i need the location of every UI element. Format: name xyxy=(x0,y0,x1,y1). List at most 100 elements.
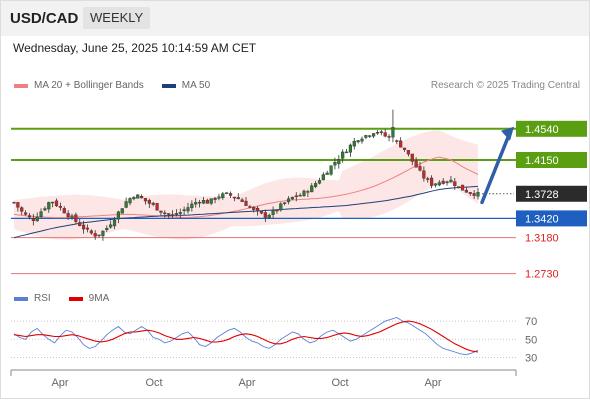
candle-body xyxy=(302,190,306,196)
candle-body xyxy=(47,202,51,210)
candle-body xyxy=(314,183,318,187)
candle-body xyxy=(306,191,310,193)
candle-body xyxy=(360,138,364,142)
candle-body xyxy=(225,192,229,194)
candle-body xyxy=(209,198,213,204)
candle-body xyxy=(81,224,86,230)
legend-swatch-ma50 xyxy=(161,83,176,88)
candle-body xyxy=(51,201,55,204)
candle-body xyxy=(194,202,198,205)
candle-body xyxy=(78,222,82,226)
legend-label-ma50: MA 50 xyxy=(181,80,211,91)
candle-body xyxy=(279,203,283,211)
candle-body xyxy=(348,144,352,153)
candle-body xyxy=(213,197,217,200)
x-tick-label: Oct xyxy=(331,377,348,389)
candle-body xyxy=(372,133,376,137)
candle-body xyxy=(151,202,155,205)
candle-body xyxy=(275,209,279,212)
candle-body xyxy=(24,212,28,215)
legend-item-rsi: RSI xyxy=(14,293,51,304)
candle-body xyxy=(321,174,325,181)
candle-body xyxy=(128,198,132,204)
candle-body xyxy=(422,170,426,179)
candle-body xyxy=(267,214,271,219)
candle-body xyxy=(109,224,113,228)
candle-body xyxy=(329,165,333,175)
candle-body xyxy=(20,207,24,212)
candle-body xyxy=(16,202,20,208)
level-label-last: 1.3728 xyxy=(525,189,559,201)
level-badge-resistance xyxy=(516,152,587,168)
candle-body xyxy=(124,201,128,208)
legend-item-ma50: MA 50 xyxy=(161,80,211,91)
candle-body xyxy=(89,230,93,234)
candle-body xyxy=(437,182,441,186)
period-button[interactable]: WEEKLY xyxy=(83,7,151,29)
candle-body xyxy=(170,214,175,216)
candle-body xyxy=(259,211,264,214)
candle-body xyxy=(476,192,480,197)
symbol-title: USD/CAD xyxy=(10,10,79,27)
candle-body xyxy=(418,166,422,171)
rsi-9ma-line xyxy=(13,320,479,353)
candle-body xyxy=(97,234,101,237)
candle-body xyxy=(244,200,248,206)
candle-body xyxy=(93,233,97,237)
candle-body xyxy=(116,211,120,220)
rsi-tick-label: 70 xyxy=(525,316,537,328)
candle-body xyxy=(221,193,225,199)
candle-body xyxy=(375,132,380,134)
candle-body xyxy=(248,206,252,208)
candle-body xyxy=(286,198,291,203)
legend-item-9ma: 9MA xyxy=(68,293,109,304)
candle-body xyxy=(263,212,267,218)
candle-body xyxy=(472,193,476,196)
legend-swatch-9ma xyxy=(68,296,83,301)
candle-body xyxy=(333,162,337,166)
candle-body xyxy=(132,196,136,200)
candle-body xyxy=(12,202,16,204)
legend-label-rsi: RSI xyxy=(34,293,51,304)
candle-body xyxy=(217,196,221,199)
level-label-resistance: 1.4150 xyxy=(525,155,559,167)
bollinger-band xyxy=(14,130,478,240)
level-label-support: 1.2730 xyxy=(525,269,559,281)
candle-body xyxy=(379,131,383,133)
candle-body xyxy=(368,135,372,137)
candle-body xyxy=(62,208,66,214)
candle-body xyxy=(441,180,445,184)
candle-body xyxy=(344,151,349,154)
candle-body xyxy=(228,193,233,196)
top-bar: USD/CAD WEEKLY xyxy=(0,0,590,36)
candle-body xyxy=(236,197,240,200)
candle-body xyxy=(449,179,453,183)
level-label-support: 1.3180 xyxy=(525,233,559,245)
candle-body xyxy=(205,199,209,204)
candle-body xyxy=(105,228,109,230)
candle-body xyxy=(240,199,244,202)
candle-body xyxy=(27,215,32,218)
candle-body xyxy=(256,207,260,212)
candle-body xyxy=(410,153,414,162)
chart-datetime: Wednesday, June 25, 2025 10:14:59 AM CET xyxy=(13,41,257,55)
legend-swatch-rsi xyxy=(14,296,28,301)
candle-body xyxy=(383,132,387,137)
candle-body xyxy=(271,210,275,215)
candle-body xyxy=(182,209,186,211)
candle-body xyxy=(453,181,457,186)
candle-body xyxy=(468,192,472,194)
ma50-line xyxy=(13,185,479,239)
candle-body xyxy=(298,194,302,197)
candle-body xyxy=(197,201,202,204)
candle-body xyxy=(54,200,59,207)
x-tick-label: Apr xyxy=(238,377,255,389)
legend-swatch-ma20 xyxy=(14,83,28,88)
candle-body xyxy=(85,227,90,230)
candle-body xyxy=(414,160,418,168)
candle-body xyxy=(147,200,151,204)
candle-body xyxy=(310,185,314,193)
candle-body xyxy=(232,196,236,199)
candle-body xyxy=(445,181,449,183)
candle-body xyxy=(283,202,287,204)
